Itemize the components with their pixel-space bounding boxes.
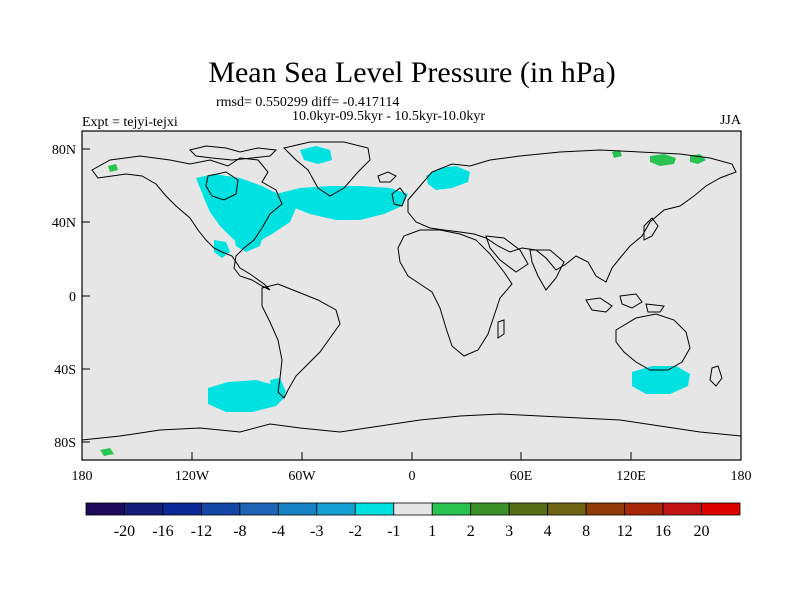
colorbar-label-1: -16 — [152, 523, 173, 540]
period-text: 10.0kyr-09.5kyr - 10.5kyr-10.0kyr — [292, 109, 485, 124]
coast-south-america — [261, 283, 341, 399]
coast-japan — [643, 217, 659, 241]
map-layer — [82, 141, 741, 456]
coast-canadian-islands — [189, 145, 278, 161]
lat-label-40s: 40S — [54, 363, 76, 378]
anomaly-siberia-north — [612, 150, 622, 158]
colorbar-box-13 — [585, 502, 625, 516]
season-label: JJA — [720, 113, 742, 128]
colorbar-box-3 — [201, 502, 241, 516]
coast-iceland — [377, 171, 397, 183]
colorbar-label-0: -20 — [114, 523, 135, 540]
colorbar-box-10 — [470, 502, 510, 516]
coast-north-america — [91, 155, 283, 291]
coast-australia — [615, 313, 691, 371]
colorbar-label-13: 12 — [617, 523, 633, 540]
coast-hudson-bay — [205, 171, 239, 201]
coast-british-isles — [391, 187, 407, 207]
coast-indonesia — [585, 293, 665, 313]
colorbar-box-1 — [124, 502, 164, 516]
stats-text: rmsd= 0.550299 diff= -0.417114 — [216, 95, 399, 110]
colorbar-labels: -20 -16 -12 -8 -4 -3 -2 -1 1 2 3 4 8 12 16 20 — [114, 523, 710, 540]
lat-label-0: 0 — [69, 290, 76, 305]
lon-label-120w: 120W — [175, 469, 210, 484]
colorbar-label-6: -2 — [349, 523, 362, 540]
colorbar-box-7 — [354, 502, 395, 516]
lat-label-80n: 80N — [52, 143, 76, 158]
coast-madagascar — [497, 319, 505, 339]
colorbar-box-8 — [393, 502, 433, 516]
map-background — [82, 131, 741, 460]
colorbar-label-12: 8 — [582, 523, 590, 540]
colorbar-label-7: -1 — [387, 523, 400, 540]
colorbar-label-8: 1 — [428, 523, 436, 540]
colorbar-box-14 — [624, 502, 664, 516]
lon-label-180e: 180 — [731, 469, 752, 484]
colorbar-label-11: 4 — [544, 523, 552, 540]
colorbar: -20 -16 -12 -8 -4 -3 -2 -1 1 2 3 4 8 12 16 20 — [85, 502, 741, 540]
colorbar-box-2 — [162, 502, 202, 516]
colorbar-box-5 — [277, 502, 318, 516]
colorbar-box-11 — [508, 502, 549, 516]
lat-label-80s: 80S — [54, 436, 76, 451]
anomaly-greenland-north — [300, 146, 332, 164]
coastlines — [82, 141, 741, 441]
anomaly-south-pacific — [208, 380, 286, 412]
colorbar-box-4 — [239, 502, 279, 516]
colorbar-box-12 — [547, 502, 587, 516]
lon-label-180w: 180 — [72, 469, 93, 484]
colorbar-label-4: -4 — [272, 523, 285, 540]
coast-antarctica — [82, 413, 741, 441]
negative-anomaly-regions — [196, 146, 690, 412]
lon-label-60w: 60W — [288, 469, 316, 484]
anomaly-scandinavia — [426, 166, 470, 190]
colorbar-box-16 — [701, 502, 741, 516]
anomaly-north-atlantic — [276, 186, 408, 220]
lon-label-0: 0 — [409, 469, 416, 484]
colorbar-label-5: -3 — [310, 523, 323, 540]
anomaly-siberia-east — [650, 154, 676, 166]
coast-greenland — [283, 141, 371, 197]
plot-title: Mean Sea Level Pressure (in hPa) — [208, 56, 615, 89]
anomaly-antarctic-west — [100, 448, 114, 456]
colorbar-box-15 — [662, 502, 702, 516]
lon-label-120e: 120E — [616, 469, 646, 484]
colorbar-label-2: -12 — [191, 523, 212, 540]
anomaly-east-coast-us — [232, 224, 264, 252]
anomaly-south-australia — [632, 366, 690, 394]
coast-arabia — [485, 235, 529, 273]
colorbar-box-6 — [316, 502, 356, 516]
colorbar-label-9: 2 — [467, 523, 475, 540]
positive-anomaly-regions — [100, 150, 706, 456]
lon-label-60e: 60E — [510, 469, 533, 484]
lon-axis: 180 120W 60W 0 60E 120E 180 — [72, 452, 752, 484]
colorbar-box-0 — [85, 502, 125, 516]
colorbar-box-9 — [431, 502, 472, 516]
coast-eurasia — [407, 149, 737, 283]
colorbar-label-14: 16 — [655, 523, 671, 540]
coast-india — [529, 249, 565, 291]
lat-label-40n: 40N — [52, 216, 76, 231]
anomaly-hudson-labrador — [196, 174, 296, 248]
colorbar-boxes — [85, 502, 741, 516]
colorbar-label-10: 3 — [505, 523, 513, 540]
lat-axis: 80N 40N 0 40S 80S — [52, 143, 90, 451]
experiment-label: Expt = tejyi-tejxi — [82, 115, 178, 130]
colorbar-label-15: 20 — [694, 523, 710, 540]
coast-new-zealand — [709, 365, 723, 387]
colorbar-label-3: -8 — [233, 523, 246, 540]
anomaly-alaska-west — [108, 164, 118, 172]
coast-africa — [397, 229, 513, 357]
